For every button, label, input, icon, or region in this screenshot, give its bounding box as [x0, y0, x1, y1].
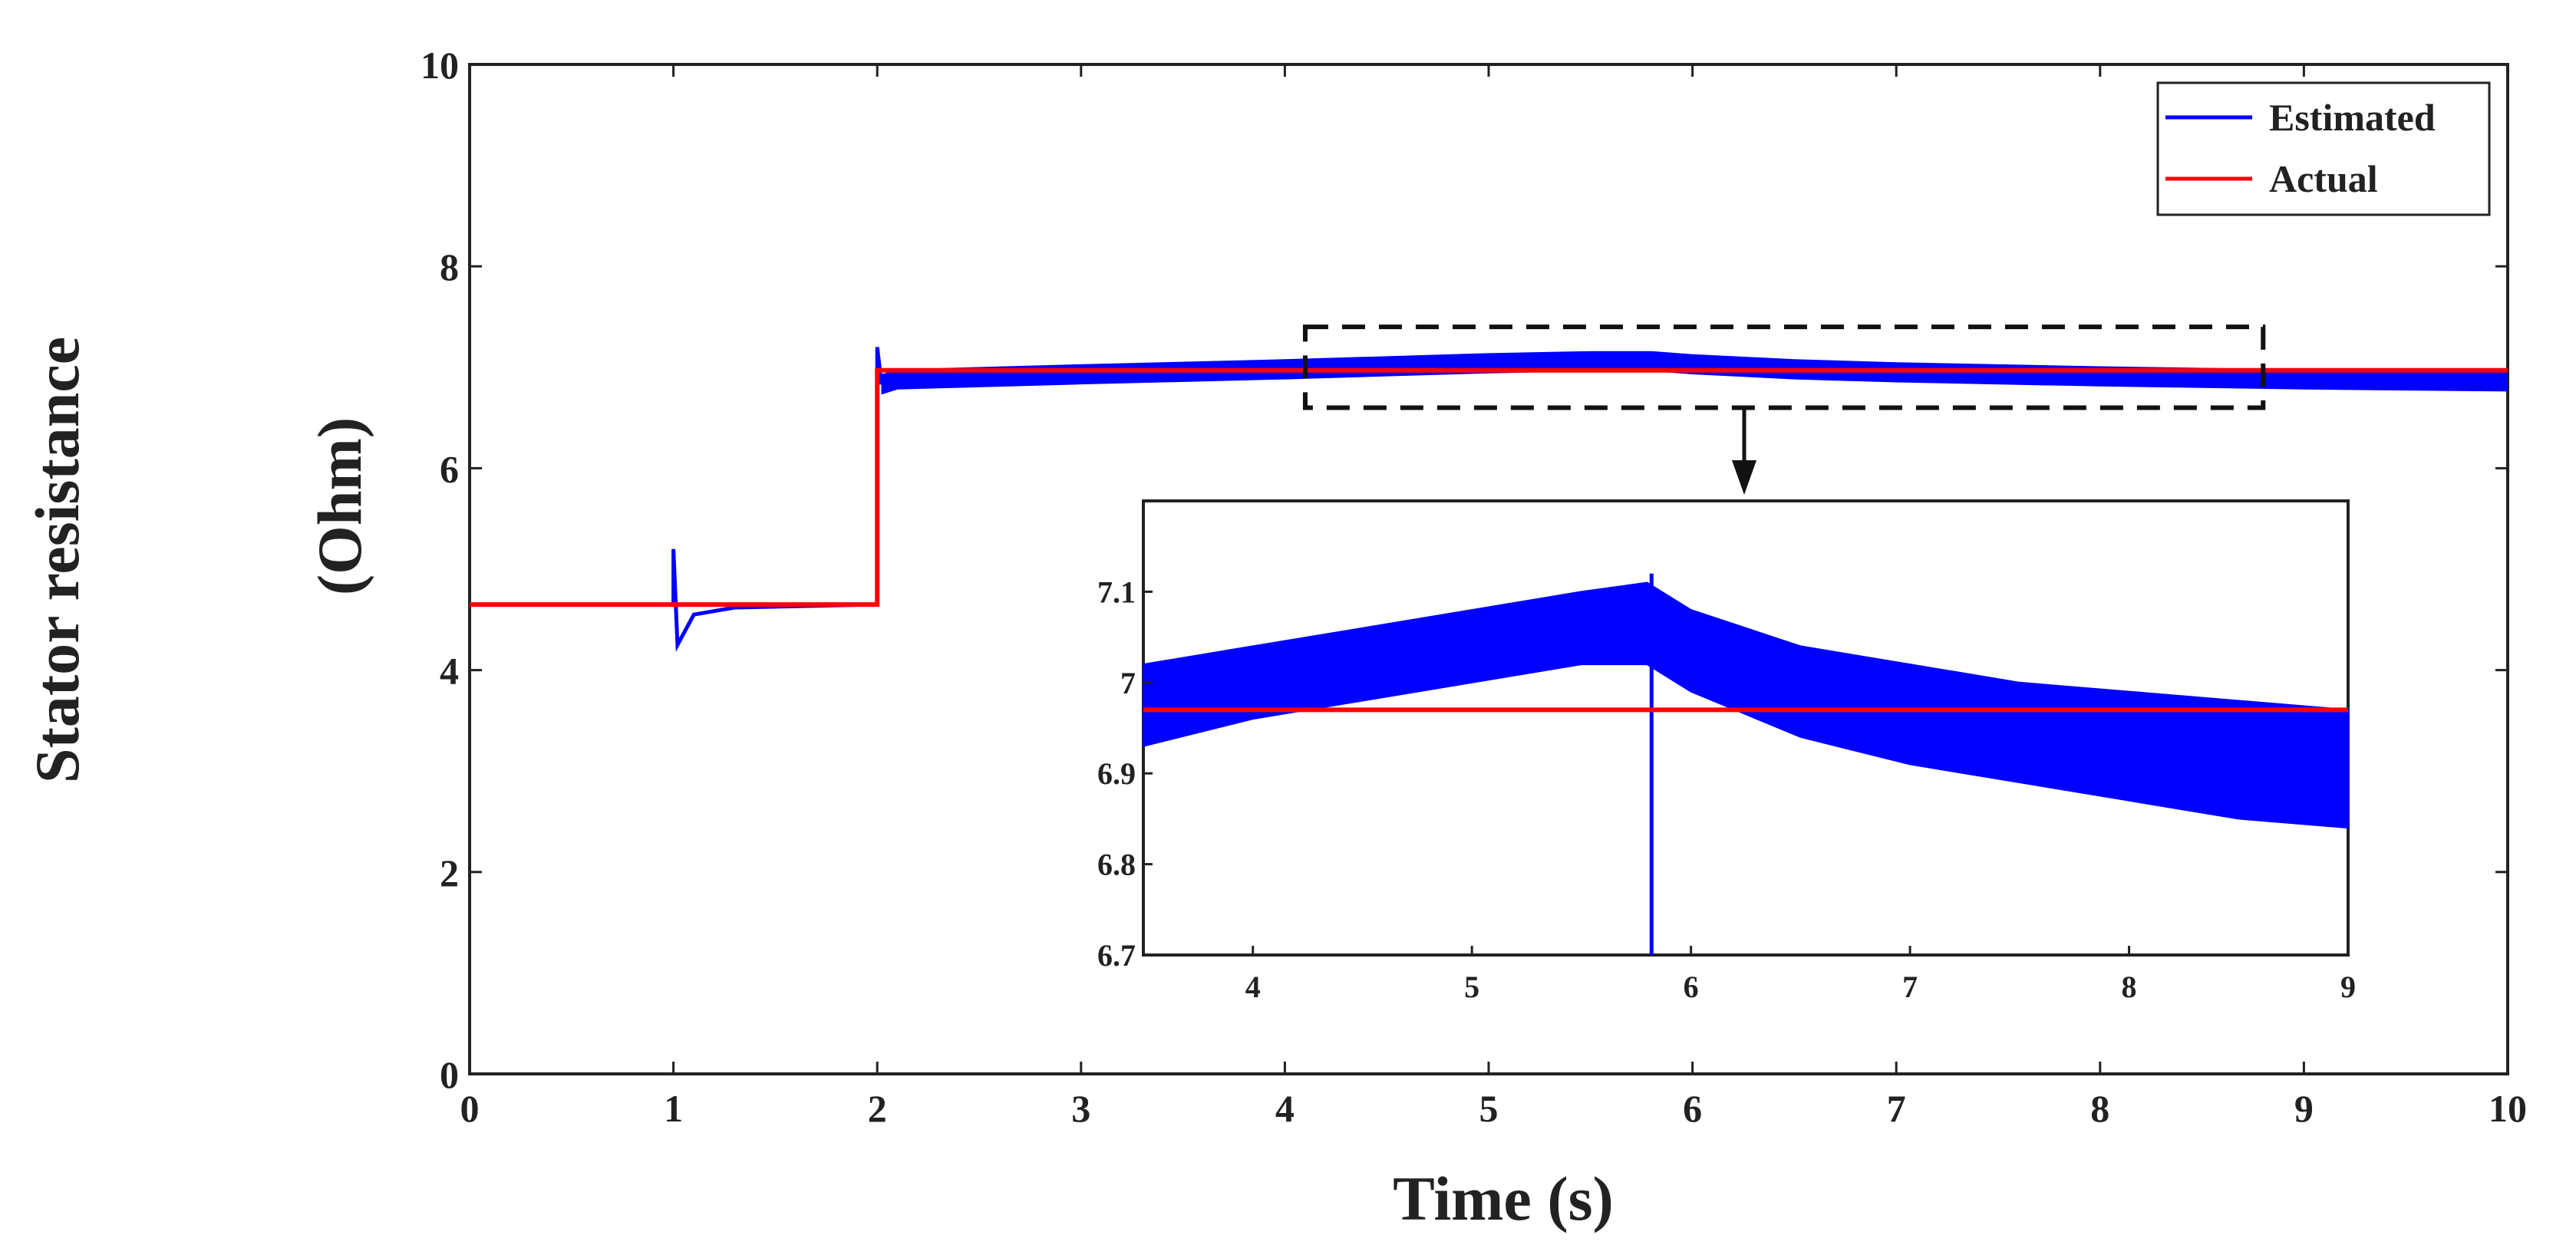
inset-x-tick-label: 4	[1245, 970, 1261, 1004]
inset-y-tick-label: 6.8	[1097, 848, 1136, 882]
inset-x-tick-label: 7	[1902, 970, 1918, 1004]
inset-y-tick-label: 6.9	[1097, 756, 1136, 791]
inset-x-tick-label: 8	[2122, 970, 2137, 1004]
legend-estimated-label: Estimated	[2269, 96, 2436, 139]
legend: Estimated Actual	[2156, 81, 2491, 216]
zoom-arrow-head	[1732, 460, 1756, 495]
x-tick-label: 10	[2489, 1087, 2527, 1130]
x-tick-label: 5	[1479, 1087, 1499, 1130]
inset-y-tick-label: 7	[1120, 666, 1136, 700]
y-axis-label-line1: Stator resistance	[22, 337, 92, 783]
inset-estimated-band	[1143, 581, 2349, 829]
x-tick-label: 9	[2294, 1087, 2314, 1130]
x-tick-label: 7	[1887, 1087, 1906, 1130]
y-tick-label: 6	[440, 447, 459, 490]
y-tick-label: 10	[421, 44, 459, 87]
y-axis-label-line2: (Ohm)	[305, 417, 374, 595]
y-tick-label: 0	[440, 1053, 459, 1096]
series-estimated-noise-band	[881, 351, 2508, 395]
x-axis-label: Time (s)	[1393, 1164, 1614, 1233]
zoom-region-box	[1302, 324, 2266, 410]
inset-x-tick-label: 9	[2340, 970, 2356, 1004]
inset-y-tick-label: 7.1	[1097, 575, 1136, 609]
x-tick-label: 6	[1683, 1087, 1702, 1130]
y-tick-label: 2	[440, 851, 459, 894]
x-tick-label: 1	[664, 1087, 683, 1130]
inset-x-tick-label: 6	[1684, 970, 1699, 1004]
x-tick-label: 3	[1071, 1087, 1090, 1130]
legend-actual-label: Actual	[2269, 157, 2378, 200]
legend-box	[2156, 81, 2491, 216]
x-tick-label: 4	[1275, 1087, 1295, 1130]
inset-y-tick-label: 6.7	[1097, 938, 1136, 973]
x-tick-label: 0	[460, 1087, 480, 1130]
y-tick-label: 4	[440, 650, 459, 693]
inset-plot-area: 4 5 6 7 8 9 6.7 6.8 6.9 7 7.1	[1097, 499, 2356, 1004]
x-tick-label: 8	[2090, 1087, 2109, 1130]
inset-x-tick-label: 5	[1464, 970, 1479, 1004]
series-actual-line	[470, 367, 2508, 608]
x-tick-label: 2	[868, 1087, 887, 1130]
y-tick-label: 8	[440, 245, 459, 288]
